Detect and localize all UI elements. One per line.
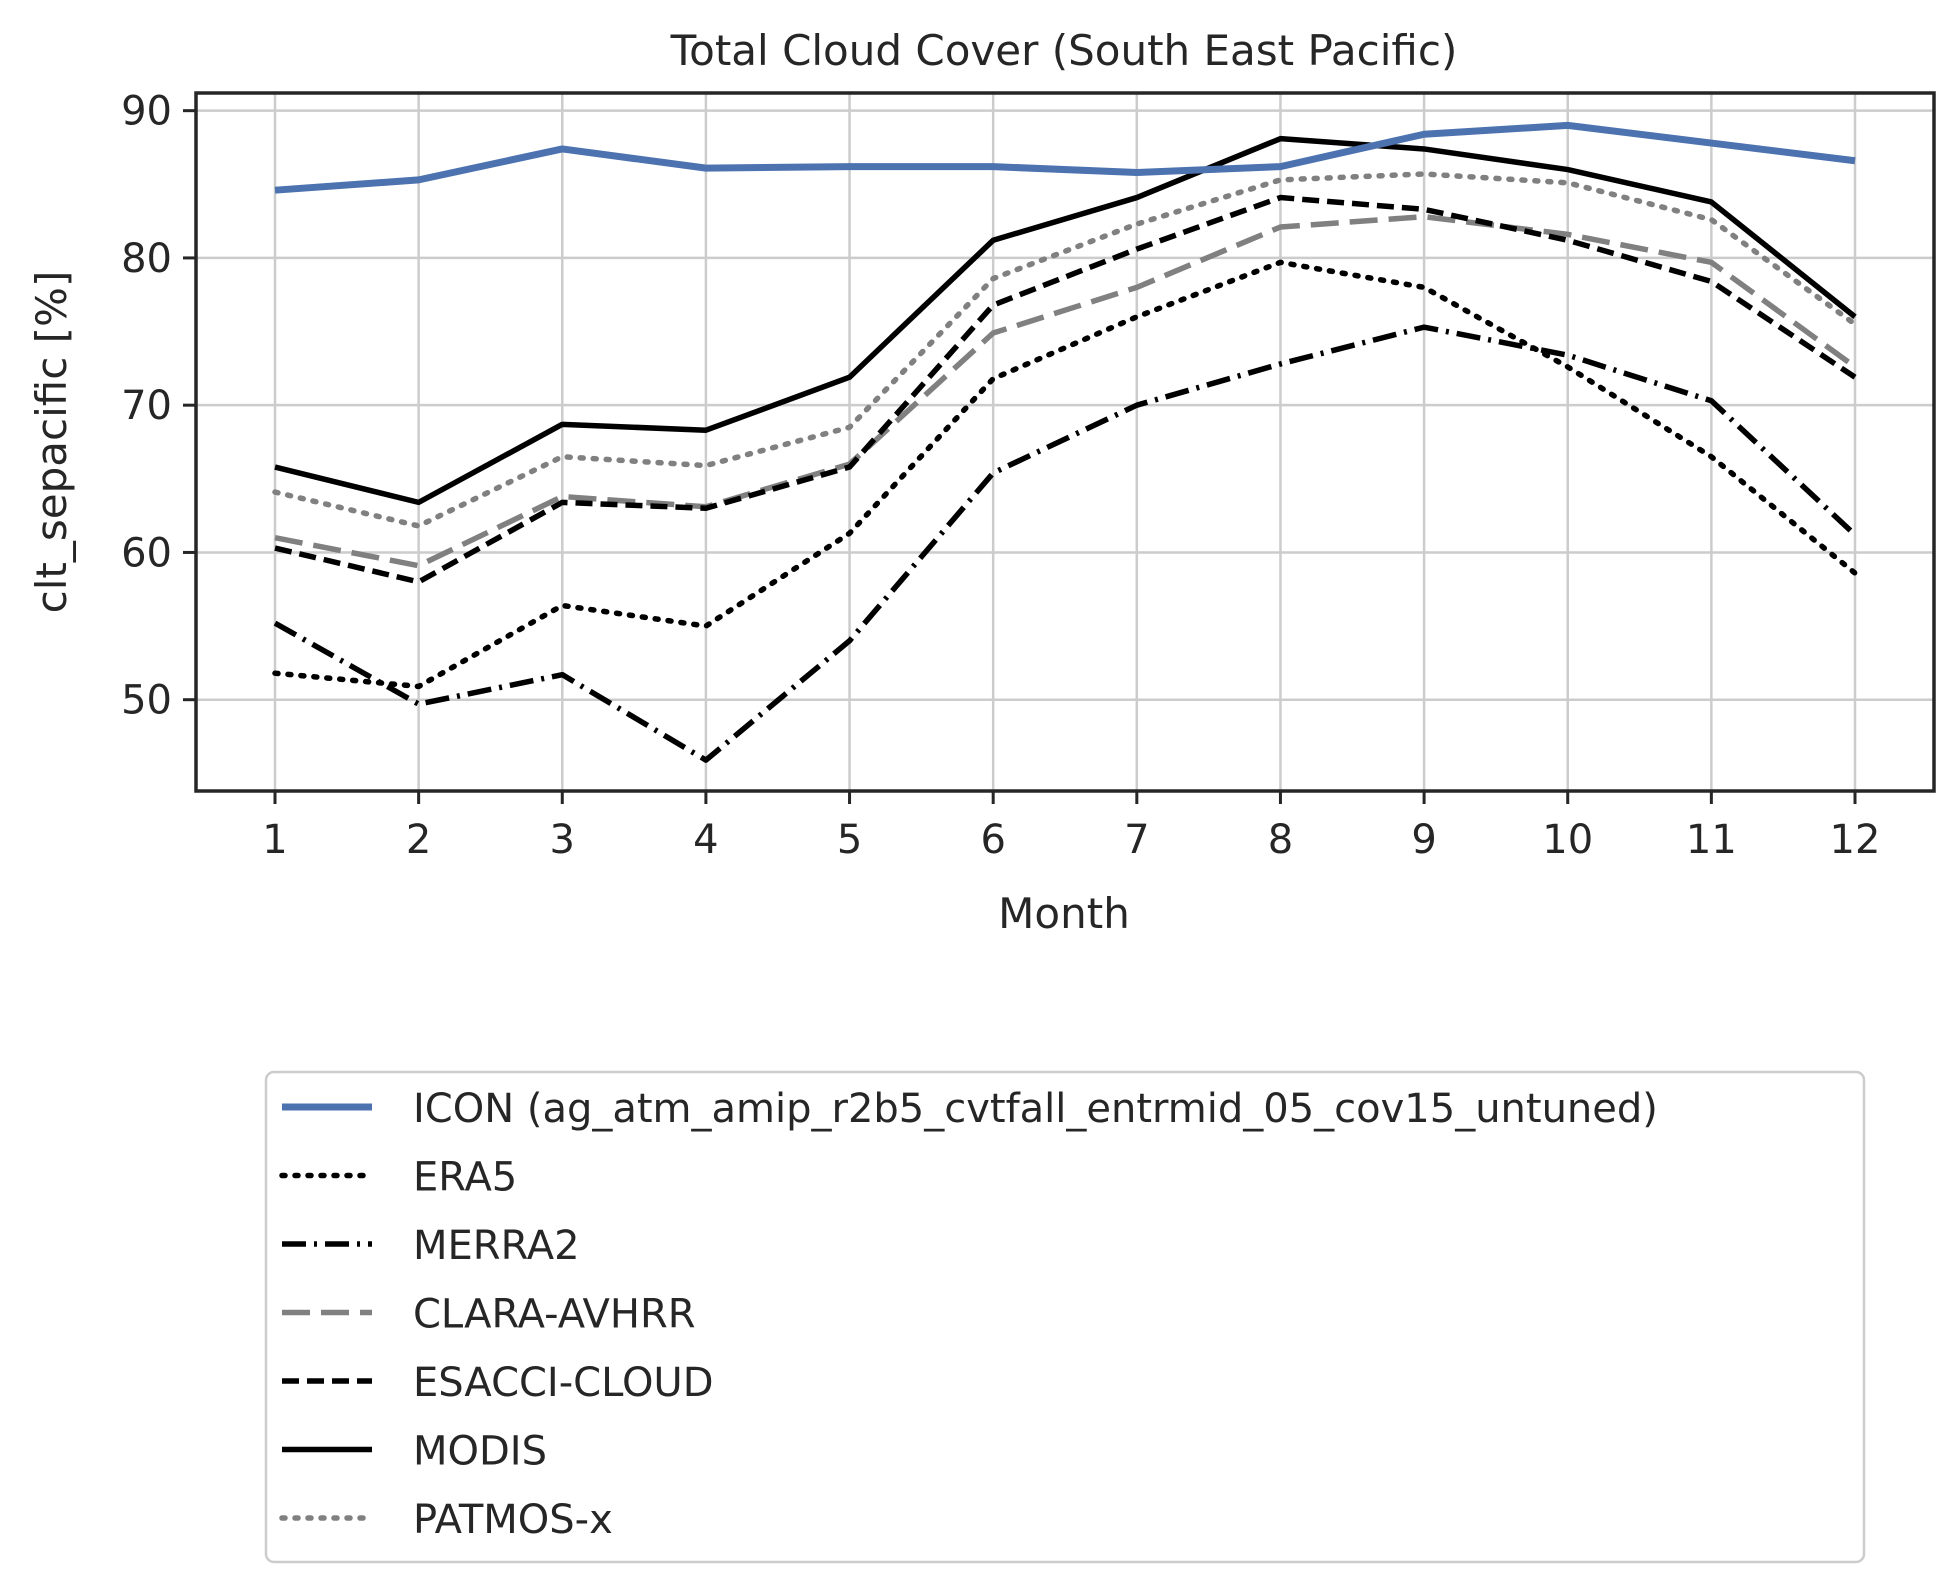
grid	[196, 93, 1934, 791]
series-line-esacci-cloud	[274, 194, 1857, 585]
legend-label: PATMOS-x	[413, 1497, 613, 1543]
series-line-merra2	[273, 324, 1857, 763]
y-tick-label: 90	[121, 89, 172, 135]
x-tick-label: 6	[980, 817, 1005, 863]
series-line-modis	[274, 135, 1857, 506]
series-line-clara-avhrr	[274, 213, 1857, 569]
series-line-icon	[274, 121, 1856, 194]
legend-label: ERA5	[413, 1155, 517, 1201]
x-tick-label: 8	[1268, 817, 1293, 863]
x-tick-label: 3	[550, 817, 575, 863]
x-tick-label: 5	[837, 817, 862, 863]
plot-frame	[194, 91, 1936, 793]
x-tick-label: 10	[1542, 817, 1593, 863]
x-axis-label: Month	[998, 889, 1130, 938]
y-tick-label: 60	[121, 530, 172, 576]
legend-label: ESACCI-CLOUD	[413, 1360, 714, 1406]
legend: ICON (ag_atm_amip_r2b5_cvtfall_entrmid_0…	[264, 1070, 1866, 1564]
legend-box	[264, 1070, 1866, 1564]
legend-label: MODIS	[413, 1429, 547, 1475]
chart-title: Total Cloud Cover (South East Pacific)	[670, 26, 1458, 75]
x-tick-label: 7	[1124, 817, 1149, 863]
legend-label: CLARA-AVHRR	[413, 1292, 696, 1338]
x-tick-label: 9	[1411, 817, 1436, 863]
y-tick-label: 80	[121, 236, 172, 282]
x-tick-label: 1	[262, 817, 287, 863]
legend-label: MERRA2	[413, 1223, 580, 1269]
x-tick-label: 2	[406, 817, 431, 863]
x-tick-label: 4	[693, 817, 718, 863]
legend-label: ICON (ag_atm_amip_r2b5_cvtfall_entrmid_0…	[413, 1086, 1658, 1132]
y-tick-label: 50	[121, 678, 172, 724]
x-tick-label: 12	[1830, 817, 1881, 863]
y-axis-label: clt_sepacific [%]	[27, 271, 76, 614]
x-tick-label: 11	[1686, 817, 1737, 863]
series-line-patmos-x	[272, 171, 1858, 529]
series-lines	[272, 121, 1858, 763]
y-tick-label: 70	[121, 383, 172, 429]
series-line-era5	[272, 259, 1858, 690]
